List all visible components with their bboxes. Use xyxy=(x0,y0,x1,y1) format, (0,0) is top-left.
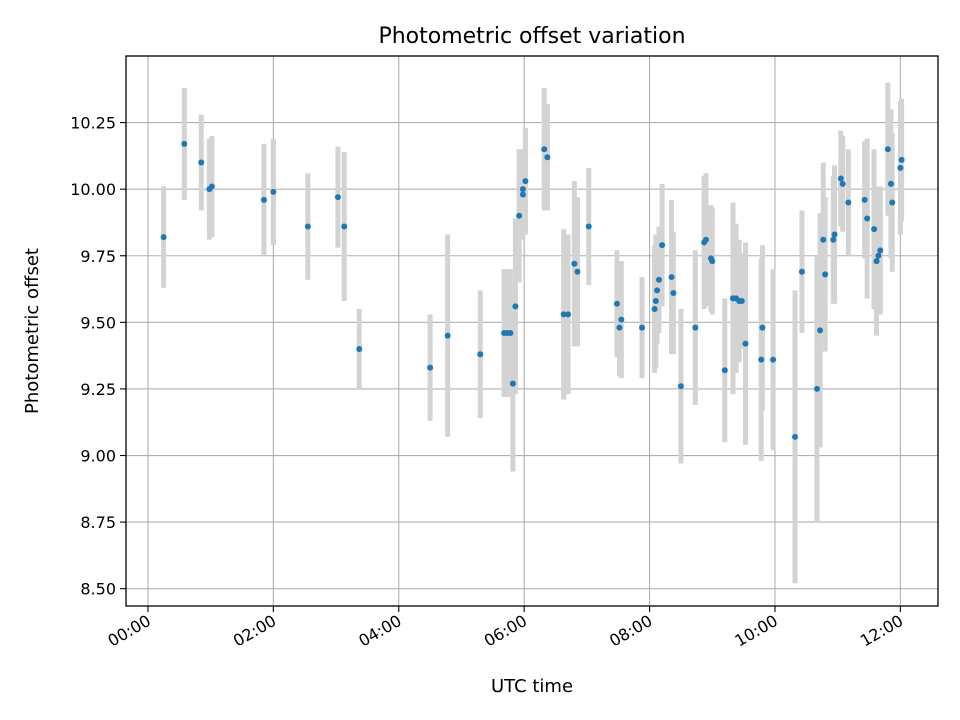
data-point xyxy=(703,236,709,243)
data-point xyxy=(585,223,592,230)
data-point xyxy=(444,332,451,339)
data-point xyxy=(654,287,661,294)
data-point xyxy=(427,364,434,371)
data-point xyxy=(208,183,215,190)
y-tick-label: 10.25 xyxy=(70,114,116,133)
data-point xyxy=(738,298,745,305)
data-point xyxy=(864,215,871,222)
data-point xyxy=(652,298,659,305)
data-point xyxy=(574,268,581,275)
data-point xyxy=(356,345,363,352)
x-axis-label: UTC time xyxy=(491,676,573,697)
data-point xyxy=(798,268,805,275)
data-point xyxy=(830,236,837,243)
data-point xyxy=(839,180,846,187)
data-point xyxy=(522,178,529,185)
data-point xyxy=(889,199,896,206)
data-point xyxy=(817,327,824,334)
chart-title: Photometric offset variation xyxy=(378,24,685,49)
data-point xyxy=(898,156,905,163)
data-point xyxy=(759,324,766,331)
data-point xyxy=(709,258,716,265)
data-point xyxy=(198,159,205,166)
data-point xyxy=(334,194,341,201)
data-point xyxy=(541,146,548,153)
data-point xyxy=(692,324,699,331)
data-point xyxy=(639,324,646,331)
data-point xyxy=(519,191,526,198)
y-tick-label: 9.00 xyxy=(80,447,116,466)
data-point xyxy=(507,329,514,336)
data-point xyxy=(887,180,894,187)
plot-frame xyxy=(125,55,939,607)
data-point xyxy=(270,188,277,195)
grid-lines xyxy=(126,56,938,606)
data-point xyxy=(820,236,827,243)
y-tick-label: 9.50 xyxy=(80,313,116,332)
data-point xyxy=(721,367,728,374)
data-point xyxy=(813,385,820,392)
data-point xyxy=(861,196,868,203)
data-point xyxy=(758,356,765,363)
data-point xyxy=(544,154,551,161)
data-point xyxy=(618,316,625,323)
data-point xyxy=(873,258,880,265)
data-point xyxy=(655,276,662,283)
data-point xyxy=(837,175,844,182)
data-points xyxy=(160,140,905,440)
data-point xyxy=(512,303,519,310)
data-point xyxy=(260,196,267,203)
data-point xyxy=(877,247,884,254)
data-point xyxy=(670,290,677,297)
y-tick-label: 8.75 xyxy=(80,513,116,532)
data-point xyxy=(477,351,484,358)
data-point xyxy=(792,433,799,440)
data-point xyxy=(651,306,658,313)
data-point xyxy=(560,311,567,318)
data-point xyxy=(822,271,829,278)
data-point xyxy=(516,212,523,219)
data-point xyxy=(509,380,516,387)
data-point xyxy=(770,356,777,363)
data-point xyxy=(871,226,878,233)
data-point xyxy=(341,223,348,230)
data-point xyxy=(160,234,167,241)
data-point xyxy=(565,311,572,318)
y-axis-label: Photometric offset xyxy=(22,248,43,414)
data-point xyxy=(668,274,675,281)
data-point xyxy=(181,140,188,147)
data-point xyxy=(742,340,749,347)
data-point xyxy=(831,231,838,238)
y-axis-ticks: 8.50 8.75 9.00 9.25 9.50 9.75 10.00 10.25 xyxy=(70,114,126,599)
y-tick-label: 10.00 xyxy=(70,180,116,199)
data-point xyxy=(897,164,904,171)
data-point xyxy=(519,186,526,193)
y-tick-label: 8.50 xyxy=(80,580,116,599)
data-point xyxy=(616,324,623,331)
data-point xyxy=(659,242,666,249)
data-point xyxy=(875,252,882,259)
data-point xyxy=(304,223,311,230)
data-point xyxy=(884,146,891,153)
data-point xyxy=(613,300,620,307)
data-point xyxy=(677,383,684,390)
data-point xyxy=(845,199,852,206)
y-tick-label: 9.75 xyxy=(80,247,116,266)
data-point xyxy=(571,260,578,267)
y-tick-label: 9.25 xyxy=(80,380,116,399)
